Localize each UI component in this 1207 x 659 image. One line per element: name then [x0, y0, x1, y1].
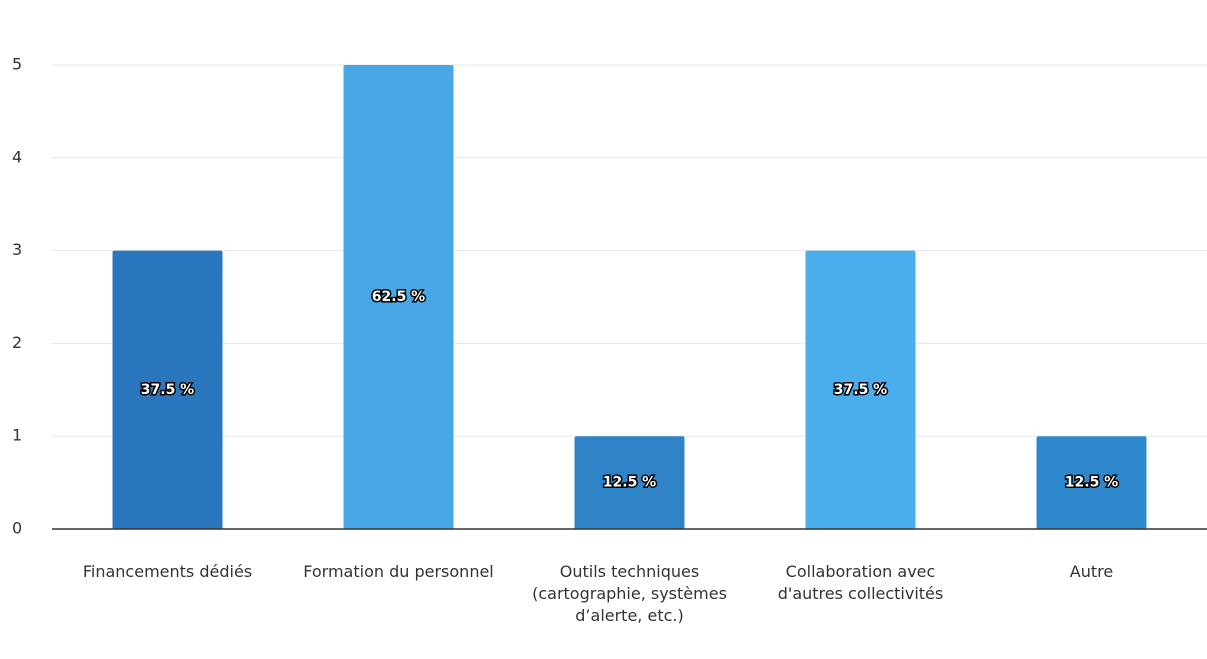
y-tick-label: 3: [12, 240, 22, 259]
y-tick-label: 5: [12, 55, 22, 74]
y-tick-label: 0: [12, 519, 22, 538]
data-label: 37.5 %: [834, 382, 887, 398]
data-label: 12.5 %: [1065, 475, 1118, 491]
x-tick-label: Collaboration avec d'autres collectivité…: [777, 562, 944, 603]
y-tick-label: 4: [12, 147, 22, 166]
data-label: 37.5 %: [141, 382, 194, 398]
data-label: 62.5 %: [372, 289, 425, 305]
x-tick-label: Financements dédiés: [82, 562, 253, 581]
y-tick-label: 2: [12, 333, 22, 352]
x-tick-label: Formation du personnel: [303, 562, 494, 581]
data-label: 12.5 %: [603, 475, 656, 491]
bar: [343, 65, 454, 529]
bar: [1036, 436, 1147, 529]
x-tick-label: Outils techniques (cartographie, système…: [532, 562, 727, 625]
x-tick-label: Autre: [1069, 562, 1114, 581]
y-tick-label: 1: [12, 426, 22, 445]
bar: [112, 250, 223, 529]
bar: [574, 436, 685, 529]
bar: [805, 250, 916, 529]
